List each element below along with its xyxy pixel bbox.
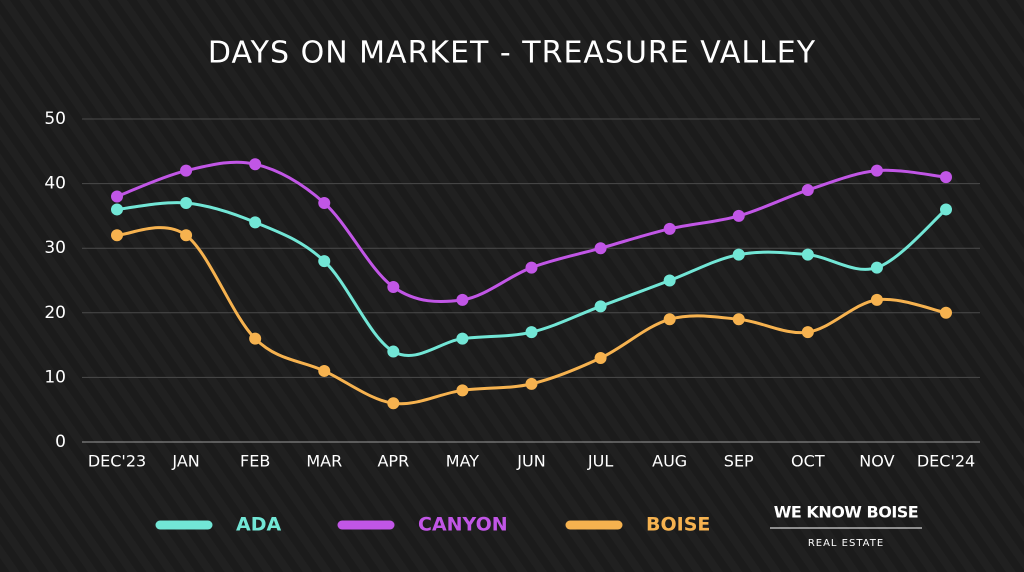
data-point <box>387 345 400 358</box>
x-tick-label: MAY <box>446 452 480 471</box>
x-tick-label: MAR <box>306 452 342 471</box>
data-point <box>318 255 331 268</box>
data-point <box>456 384 469 397</box>
data-point <box>456 293 469 306</box>
x-tick-label: FEB <box>240 452 270 471</box>
data-point <box>111 229 123 242</box>
data-point <box>801 184 814 197</box>
data-point <box>732 248 745 261</box>
x-tick-label: JUL <box>587 452 613 471</box>
data-point <box>180 164 193 177</box>
data-point <box>940 171 952 184</box>
data-point <box>663 222 676 235</box>
x-tick-label: DEC'24 <box>917 452 975 471</box>
data-point <box>525 377 538 390</box>
x-tick-label: OCT <box>791 452 825 471</box>
data-point <box>801 248 814 261</box>
y-tick-label: 50 <box>44 109 66 129</box>
data-point <box>318 196 331 209</box>
data-point <box>111 203 123 216</box>
data-point <box>870 261 883 274</box>
data-point <box>663 313 676 326</box>
data-point <box>801 326 814 339</box>
x-tick-label: AUG <box>652 452 687 471</box>
legend-label: BOISE <box>646 514 710 536</box>
data-point <box>249 158 262 171</box>
data-point <box>387 280 400 293</box>
x-tick-label: DEC'23 <box>88 452 146 471</box>
data-point <box>594 352 607 365</box>
data-point <box>594 300 607 313</box>
x-tick-label: SEP <box>724 452 754 471</box>
x-tick-label: JAN <box>171 452 199 471</box>
x-tick-label: APR <box>377 452 409 471</box>
data-point <box>870 164 883 177</box>
y-tick-label: 0 <box>55 432 66 452</box>
y-tick-label: 30 <box>44 238 66 258</box>
data-point <box>732 209 745 222</box>
y-tick-label: 40 <box>44 174 66 194</box>
data-point <box>180 196 193 209</box>
data-point <box>525 261 538 274</box>
x-tick-label: NOV <box>859 452 894 471</box>
x-tick-label: JUN <box>516 452 545 471</box>
data-point <box>387 397 400 410</box>
chart-title: DAYS ON MARKET - TREASURE VALLEY <box>208 36 816 71</box>
legend-label: ADA <box>236 514 281 536</box>
logo-name: WE KNOW BOISE <box>774 503 918 522</box>
data-point <box>940 306 952 319</box>
data-point <box>525 326 538 339</box>
legend-label: CANYON <box>418 514 508 536</box>
y-tick-label: 20 <box>44 303 66 323</box>
data-point <box>456 332 469 345</box>
data-point <box>870 293 883 306</box>
data-point <box>249 216 262 229</box>
data-point <box>318 364 331 377</box>
data-point <box>732 313 745 326</box>
data-point <box>111 190 123 203</box>
data-point <box>594 242 607 255</box>
data-point <box>940 203 952 216</box>
logo-tagline: REAL ESTATE <box>808 538 884 549</box>
y-tick-label: 10 <box>44 367 66 387</box>
data-point <box>663 274 676 287</box>
data-point <box>249 332 262 345</box>
data-point <box>180 229 193 242</box>
